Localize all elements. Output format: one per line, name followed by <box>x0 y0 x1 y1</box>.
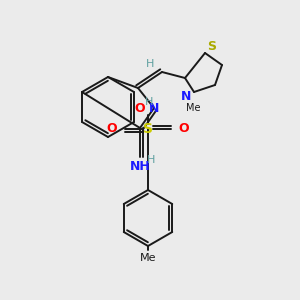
Text: N: N <box>149 101 159 115</box>
Text: S: S <box>143 122 153 136</box>
Text: H: H <box>145 97 153 107</box>
Text: H: H <box>147 155 155 165</box>
Text: N: N <box>181 91 191 103</box>
Text: Me: Me <box>140 253 156 263</box>
Text: O: O <box>107 122 117 136</box>
Text: Me: Me <box>186 103 200 113</box>
Text: O: O <box>179 122 189 136</box>
Text: H: H <box>146 59 154 69</box>
Text: NH: NH <box>130 160 150 172</box>
Text: S: S <box>208 40 217 52</box>
Text: O: O <box>135 101 145 115</box>
